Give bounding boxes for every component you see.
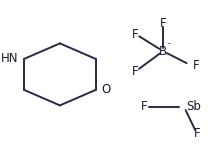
- Text: O: O: [101, 83, 110, 96]
- Text: F: F: [193, 127, 200, 140]
- Text: F: F: [132, 65, 139, 78]
- Text: -: -: [168, 39, 171, 48]
- Text: HN: HN: [1, 52, 19, 65]
- Text: F: F: [192, 59, 199, 72]
- Text: Sb: Sb: [186, 100, 201, 113]
- Text: F: F: [141, 100, 147, 113]
- Text: F: F: [160, 17, 166, 30]
- Text: F: F: [132, 28, 139, 41]
- Text: B: B: [159, 45, 167, 58]
